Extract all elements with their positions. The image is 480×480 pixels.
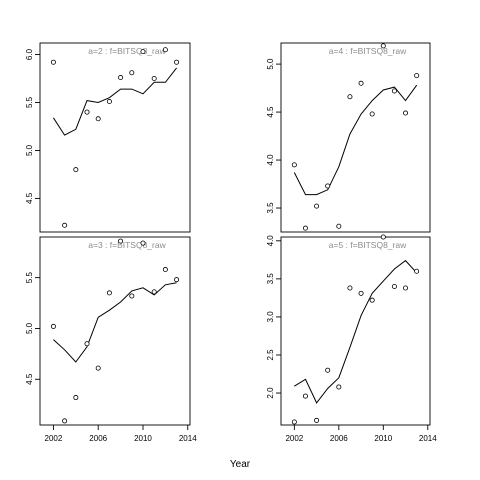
data-point <box>162 267 168 273</box>
x-tick-label: 2014 <box>179 434 197 443</box>
data-point <box>151 75 157 81</box>
y-tick-label: 6.0 <box>25 48 34 60</box>
data-point <box>140 240 146 246</box>
x-tick-label: 2014 <box>419 434 437 443</box>
panel-1: a=2 : f=BITSQ8_raw 4.5 5.0 5.5 6.0 <box>25 42 191 233</box>
data-point <box>380 234 386 240</box>
data-point <box>391 88 397 94</box>
y-tick-label: 5.0 <box>25 322 34 334</box>
panel-frame <box>280 236 431 426</box>
panel-frame <box>39 236 191 426</box>
data-point <box>325 367 331 373</box>
panel-title: a=4 : f=BITSQ8_raw <box>329 46 407 56</box>
y-tick-label: 3.5 <box>266 202 275 214</box>
y-tick-label: 3.0 <box>266 311 275 323</box>
data-point <box>302 225 308 231</box>
y-tick-label: 2.0 <box>266 387 275 399</box>
data-point <box>106 290 112 296</box>
data-point <box>336 223 342 229</box>
data-point <box>403 110 409 116</box>
x-tick-label: 2002 <box>45 434 63 443</box>
panel-2: a=4 : f=BITSQ8_raw 3.5 4.0 4.5 5.0 <box>266 42 431 233</box>
data-point <box>325 183 331 189</box>
data-point <box>50 59 56 65</box>
data-point <box>314 203 320 209</box>
x-tick-label: 2006 <box>330 434 348 443</box>
data-point <box>358 290 364 296</box>
data-point <box>174 277 180 283</box>
data-point <box>302 393 308 399</box>
data-point <box>314 417 320 423</box>
y-tick-label: 5.5 <box>25 272 34 284</box>
data-point <box>347 285 353 291</box>
y-tick-label: 5.5 <box>25 96 34 108</box>
data-point <box>369 111 375 117</box>
data-point <box>162 47 168 53</box>
data-point <box>391 283 397 289</box>
panel-4: a=5 : f=BITSQ8_raw 2.0 2.5 3.0 3.5 4.0 2002 200… <box>266 234 437 443</box>
y-tick-label: 5.0 <box>266 58 275 70</box>
data-point <box>291 419 297 425</box>
data-point <box>118 75 124 81</box>
fit-line <box>53 282 177 363</box>
y-tick-label: 4.0 <box>266 235 275 247</box>
data-point <box>84 341 90 347</box>
data-point <box>380 43 386 49</box>
panel-title: a=3 : f=BITSQ8_raw <box>88 240 166 250</box>
data-point <box>291 162 297 168</box>
x-tick-label: 2002 <box>285 434 303 443</box>
y-tick-label: 5.0 <box>25 144 34 156</box>
y-tick-label: 4.0 <box>266 154 275 166</box>
data-point <box>369 297 375 303</box>
panel-frame <box>39 42 191 233</box>
data-point <box>414 73 420 79</box>
data-point <box>129 293 135 299</box>
data-point <box>174 59 180 65</box>
data-point <box>336 384 342 390</box>
data-point <box>106 99 112 105</box>
data-point <box>403 285 409 291</box>
panel-title: a=5 : f=BITSQ8_raw <box>329 240 407 250</box>
x-tick-label: 2010 <box>374 434 392 443</box>
data-point <box>73 395 79 401</box>
fit-line <box>293 84 418 196</box>
data-point <box>358 80 364 86</box>
x-axis-title: Year <box>230 459 251 470</box>
y-tick-label: 2.5 <box>266 349 275 361</box>
y-tick-label: 4.5 <box>266 106 275 118</box>
y-tick-label: 4.5 <box>25 373 34 385</box>
panel-title: a=2 : f=BITSQ8_raw <box>88 46 166 56</box>
data-point <box>84 109 90 115</box>
data-point <box>347 94 353 100</box>
panel-frame <box>280 42 431 233</box>
data-point <box>140 49 146 55</box>
data-point <box>95 116 101 122</box>
data-point <box>62 418 68 424</box>
data-point <box>50 323 56 329</box>
x-tick-label: 2006 <box>89 434 107 443</box>
x-tick-label: 2010 <box>134 434 152 443</box>
fit-line <box>52 67 177 136</box>
data-point <box>118 238 124 244</box>
data-point <box>129 70 135 76</box>
y-tick-label: 3.5 <box>266 273 275 285</box>
data-point <box>414 268 420 274</box>
data-point <box>151 289 157 295</box>
y-tick-label: 4.5 <box>25 192 34 204</box>
data-point <box>95 365 101 371</box>
fit-line <box>294 259 418 404</box>
data-point <box>73 167 79 173</box>
panel-3: a=3 : f=BITSQ8_raw 4.5 5.0 5.5 2002 2006 2010 2… <box>25 236 197 443</box>
data-point <box>62 222 68 228</box>
